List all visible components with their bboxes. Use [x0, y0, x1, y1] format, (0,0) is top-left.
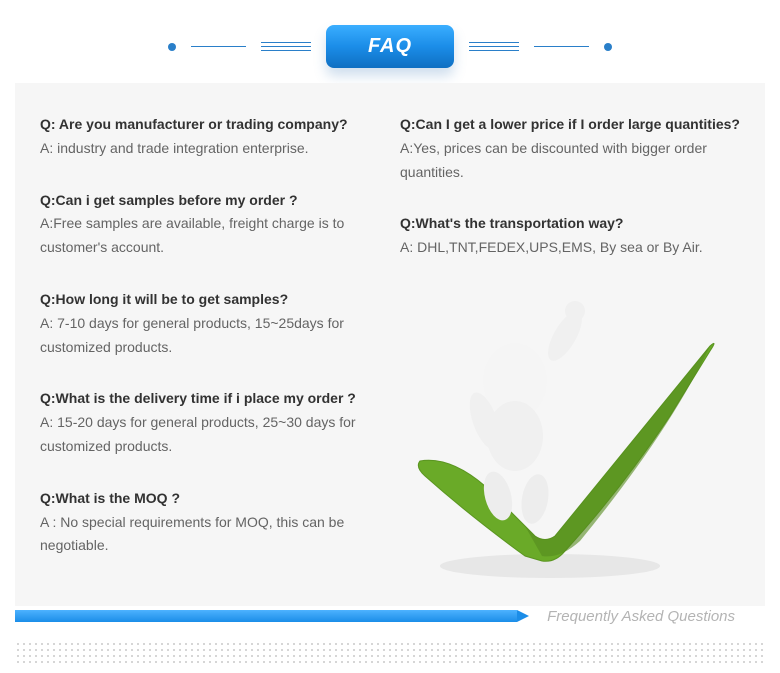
question-text: Q:What is the MOQ ?	[40, 487, 380, 511]
qa-item: Q: Are you manufacturer or trading compa…	[40, 113, 380, 161]
qa-item: Q:What's the transportation way? A: DHL,…	[400, 212, 740, 260]
footer-bar: Frequently Asked Questions	[15, 606, 765, 626]
answer-text: A: industry and trade integration enterp…	[40, 137, 380, 161]
answer-text: A : No special requirements for MOQ, thi…	[40, 511, 380, 559]
qa-item: Q:What is the delivery time if i place m…	[40, 387, 380, 458]
answer-text: A: DHL,TNT,FEDEX,UPS,EMS, By sea or By A…	[400, 236, 740, 260]
answer-text: A: 15-20 days for general products, 25~3…	[40, 411, 380, 459]
answer-text: A:Free samples are available, freight ch…	[40, 212, 380, 260]
lines-group	[469, 42, 519, 51]
decoration-left	[168, 42, 311, 51]
line-decoration	[191, 46, 246, 47]
question-text: Q:How long it will be to get samples?	[40, 288, 380, 312]
dotted-pattern	[15, 641, 765, 666]
faq-header: FAQ	[0, 0, 780, 83]
dot-icon	[168, 43, 176, 51]
question-text: Q:What is the delivery time if i place m…	[40, 387, 380, 411]
answer-text: A: 7-10 days for general products, 15~25…	[40, 312, 380, 360]
qa-item: Q:What is the MOQ ? A : No special requi…	[40, 487, 380, 558]
dot-icon	[604, 43, 612, 51]
decoration-right	[469, 42, 612, 51]
answer-text: A:Yes, prices can be discounted with big…	[400, 137, 740, 185]
checkmark-mascot-icon	[370, 281, 730, 581]
faq-badge: FAQ	[326, 25, 454, 68]
question-text: Q:What's the transportation way?	[400, 212, 740, 236]
footer-accent-bar	[15, 610, 517, 622]
question-text: Q:Can I get a lower price if I order lar…	[400, 113, 740, 137]
question-text: Q:Can i get samples before my order ?	[40, 189, 380, 213]
right-column: Q:Can I get a lower price if I order lar…	[400, 113, 740, 586]
question-text: Q: Are you manufacturer or trading compa…	[40, 113, 380, 137]
qa-item: Q:Can I get a lower price if I order lar…	[400, 113, 740, 184]
line-decoration	[534, 46, 589, 47]
footer-accent-arrow	[517, 610, 529, 622]
footer-label: Frequently Asked Questions	[529, 608, 765, 625]
lines-group	[261, 42, 311, 51]
qa-item: Q:How long it will be to get samples? A:…	[40, 288, 380, 359]
left-column: Q: Are you manufacturer or trading compa…	[40, 113, 380, 586]
faq-content: Q: Are you manufacturer or trading compa…	[15, 83, 765, 606]
qa-item: Q:Can i get samples before my order ? A:…	[40, 189, 380, 260]
